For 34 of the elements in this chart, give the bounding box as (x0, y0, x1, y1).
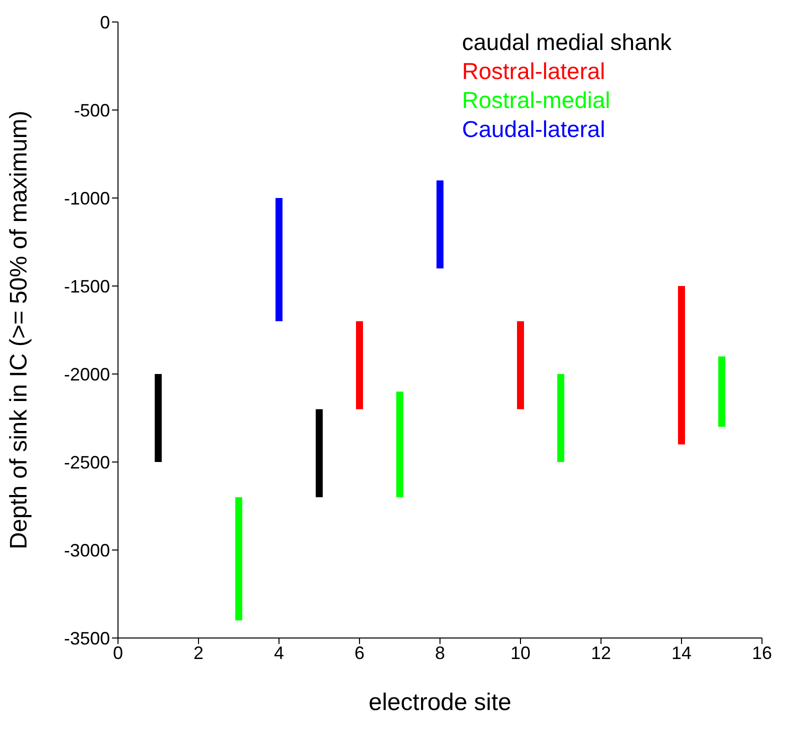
bar (356, 321, 363, 410)
y-tick-label: -3500 (64, 628, 110, 648)
bar (517, 321, 524, 410)
y-tick-label: -2500 (64, 452, 110, 472)
x-axis-title: electrode site (368, 689, 512, 716)
bar (235, 497, 242, 620)
text: caudal medial shank (462, 28, 672, 57)
bar (678, 286, 685, 444)
series-label: Caudal-lateral (462, 115, 606, 144)
y-tick-label: 0 (100, 12, 110, 32)
text: Rostral-medial (462, 86, 612, 115)
x-tick-label: 10 (510, 642, 531, 663)
y-axis-title: Depth of sink in IC (>= 50% of maximum) (6, 110, 33, 550)
x-tick-label: 12 (590, 642, 612, 663)
bar (154, 374, 162, 462)
bar (276, 198, 282, 322)
x-tick-label: 16 (752, 642, 772, 663)
bar (396, 392, 404, 498)
x-tick-label: 6 (354, 642, 365, 663)
y-tick-label: -2000 (64, 364, 110, 384)
x-tick-label: 2 (193, 642, 204, 663)
bar (557, 374, 564, 462)
x-tick-label: 4 (274, 642, 284, 663)
bar (718, 356, 726, 427)
x-tick-label: 8 (434, 642, 446, 663)
y-tick-label: -1500 (64, 276, 110, 296)
bar (316, 409, 323, 498)
y-tick-label: -1000 (64, 188, 110, 208)
x-tick-label: 14 (671, 642, 692, 663)
x-tick-label: 0 (112, 642, 124, 663)
y-tick-label: -3000 (64, 540, 110, 560)
y-tick-label: -500 (74, 100, 110, 120)
text: Rostral-lateral (462, 57, 606, 86)
bar (436, 180, 444, 268)
